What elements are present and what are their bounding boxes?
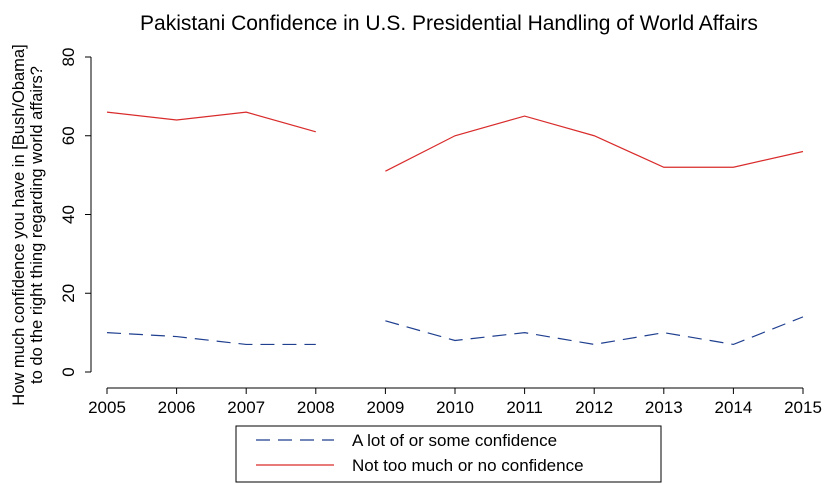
series-1-line-segment (106, 332, 316, 346)
x-tick-label: 2013 (645, 398, 683, 417)
x-tick-label: 2015 (784, 398, 822, 417)
legend-label: Not too much or no confidence (352, 456, 584, 475)
y-tick-label: 0 (59, 367, 78, 376)
x-tick-label: 2009 (366, 398, 404, 417)
axes: 0 20 40 60 80 2005 2006 2007 2008 2009 2010 2011 201… (59, 48, 822, 417)
chart-title: Pakistani Confidence in U.S. Presidentia… (140, 12, 758, 35)
x-tick-label: 2012 (575, 398, 613, 417)
y-axis-title-line1: How much confidence you have in [Bush/Ob… (10, 44, 28, 405)
series-layer (106, 111, 804, 346)
y-tick-label: 80 (59, 48, 78, 67)
x-tick-label: 2011 (506, 398, 543, 417)
legend-label: A lot of or some confidence (352, 431, 557, 450)
x-tick-label: 2014 (714, 398, 752, 417)
y-axis-title-line2: to do the right thing regarding world af… (28, 66, 46, 384)
x-tick-label: 2008 (297, 398, 335, 417)
legend-box (235, 425, 662, 483)
series-2-line-segment (106, 111, 316, 133)
y-axis-title: How much confidence you have in [Bush/Ob… (10, 44, 46, 405)
series-1-line-segment (385, 316, 804, 346)
y-tick-label: 40 (59, 205, 78, 224)
x-tick-label: 2007 (227, 398, 265, 417)
x-tick-label: 2005 (88, 398, 126, 417)
series-2-line-segment (385, 115, 804, 172)
y-tick-label: 20 (59, 284, 78, 303)
y-tick-label: 60 (59, 126, 78, 145)
x-tick-label: 2006 (158, 398, 196, 417)
x-tick-label: 2010 (436, 398, 474, 417)
legend: A lot of or some confidence Not too much … (235, 425, 662, 483)
